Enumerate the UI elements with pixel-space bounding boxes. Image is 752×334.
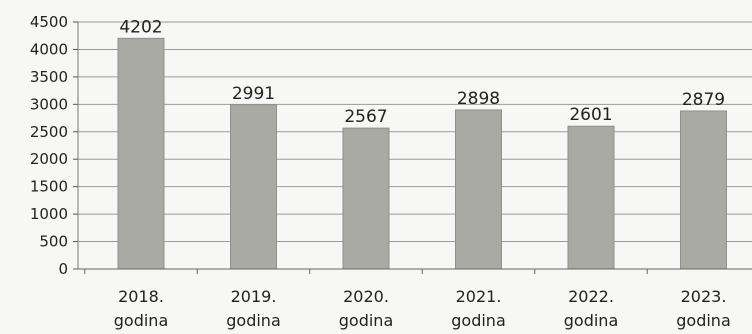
y-tick-label: 2500 [30, 123, 68, 141]
data-label: 2601 [569, 105, 612, 125]
x-tick-label: 2018. godina [114, 287, 169, 330]
x-tick-label: 2019. godina [226, 287, 281, 330]
x-axis: 2018. godina 2019. godina 2020. godina 2021. go… [78, 269, 752, 330]
y-tick-label: 3000 [30, 95, 68, 113]
data-label: 2898 [457, 89, 500, 109]
x-tick-label: 2020. godina [339, 287, 394, 330]
bar [231, 105, 277, 269]
y-tick-label: 1500 [30, 178, 68, 196]
y-tick-label: 4000 [30, 40, 68, 58]
x-tick-label: 2023. godina [676, 287, 731, 330]
y-tick-label: 2000 [30, 150, 68, 168]
y-tick-label: 500 [39, 233, 68, 251]
bar [568, 126, 614, 269]
data-label: 2567 [344, 107, 387, 127]
data-label: 4202 [119, 17, 162, 37]
bar [681, 111, 727, 269]
y-tick-label: 0 [58, 260, 68, 278]
y-tick-label: 4500 [30, 13, 68, 31]
x-tick-label: 2022. godina [564, 287, 619, 330]
data-label: 2879 [682, 90, 725, 110]
x-tick-label: 2021. godina [451, 287, 506, 330]
data-labels: 4202 2991 2567 2898 2601 2879 [119, 17, 725, 127]
y-tick-label: 1000 [30, 205, 68, 223]
bar [118, 38, 164, 269]
bar [343, 128, 389, 269]
data-label: 2991 [232, 84, 275, 104]
y-tick-label: 3500 [30, 68, 68, 86]
grid-lines [78, 22, 752, 242]
y-axis: 0 500 1000 1500 2000 2500 3000 3500 4000 4500 [30, 13, 78, 278]
bar [456, 110, 502, 269]
bars [118, 38, 727, 269]
